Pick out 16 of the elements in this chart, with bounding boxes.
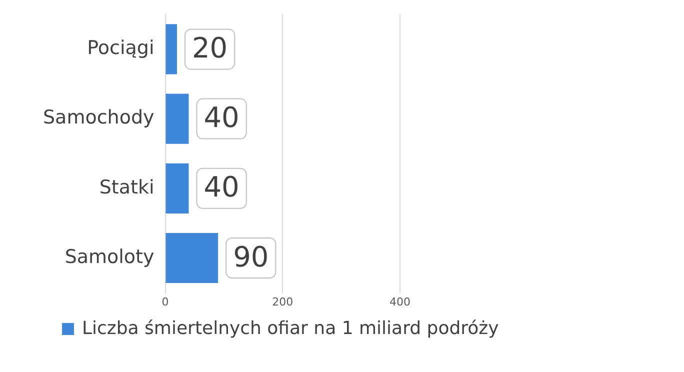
data-label: 40 bbox=[204, 170, 240, 204]
data-label: 90 bbox=[233, 240, 269, 274]
x-tick-label: 400 bbox=[390, 295, 410, 308]
x-tick-label: 0 bbox=[162, 295, 169, 308]
legend-label: Liczba śmiertelnych ofiar na 1 miliard podróży bbox=[82, 318, 499, 339]
data-label: 20 bbox=[192, 31, 228, 64]
bar bbox=[166, 94, 189, 144]
y-tick-label: Samochody bbox=[42, 106, 154, 129]
bar bbox=[166, 24, 177, 74]
y-tick-label: Samoloty bbox=[64, 246, 154, 268]
bar bbox=[166, 232, 218, 284]
data-label: 40 bbox=[204, 101, 240, 134]
bar bbox=[166, 163, 189, 214]
y-tick-label: Pociągi bbox=[87, 37, 154, 60]
x-tick-label: 200 bbox=[272, 295, 294, 308]
y-tick-label: Statki bbox=[99, 176, 154, 198]
